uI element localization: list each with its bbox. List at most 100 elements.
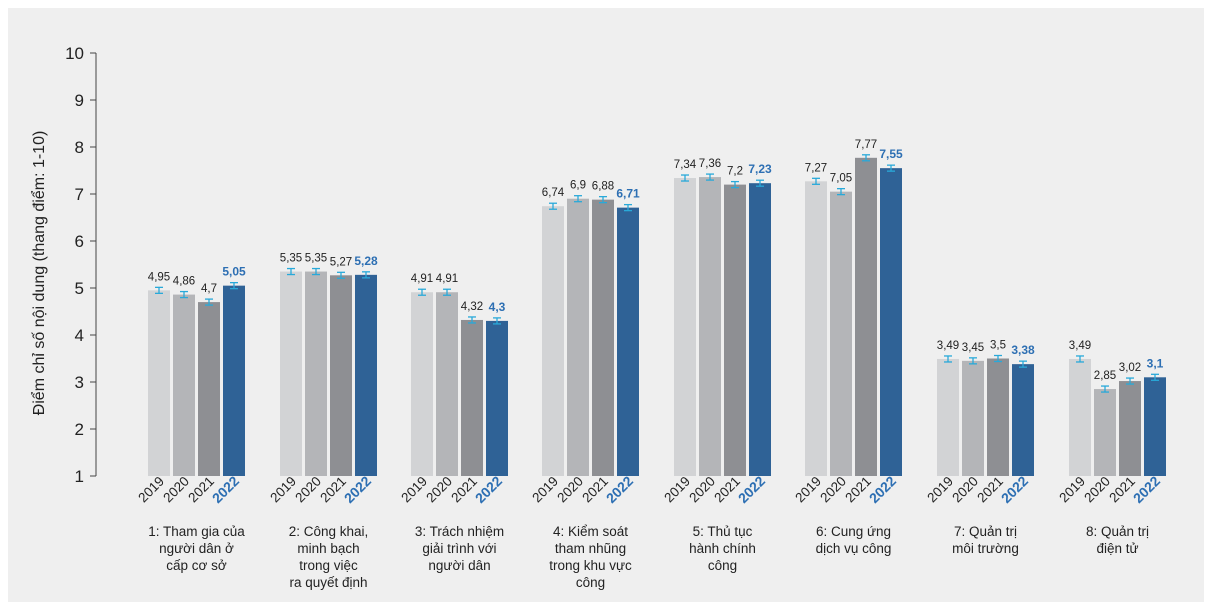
x-tick-label: 2020 <box>817 474 849 506</box>
y-tick-label: 9 <box>75 91 84 110</box>
x-tick-label: 2020 <box>160 474 192 506</box>
data-label: 5,05 <box>222 265 246 279</box>
data-label: 7,36 <box>699 158 721 170</box>
category-label: công <box>576 575 605 590</box>
y-axis-label: Điểm chỉ số nội dung (thang điểm: 1-10) <box>30 131 48 416</box>
x-tick-label: 2021 <box>185 474 217 506</box>
x-tick-label: 2022 <box>209 473 242 506</box>
y-tick-label: 4 <box>75 326 84 345</box>
x-tick-label: 2021 <box>711 474 743 506</box>
error-bar <box>287 267 295 276</box>
bar <box>173 294 195 476</box>
error-bar <box>624 203 632 212</box>
category-label: cấp cơ sở <box>166 558 227 573</box>
y-tick-label: 3 <box>75 373 84 392</box>
error-bar <box>706 173 714 181</box>
category-label: tham nhũng <box>555 541 626 556</box>
y-tick-label: 1 <box>75 467 84 486</box>
y-tick-label: 5 <box>75 279 84 298</box>
data-label: 4,91 <box>411 273 433 285</box>
data-label: 7,27 <box>805 162 827 174</box>
bar <box>542 206 564 476</box>
bar <box>987 358 1009 476</box>
bar <box>962 360 984 476</box>
bar-groups: 4,95 2019 4,86 2020 4,7 2021 5,05 2022 1: Tham g… <box>135 139 1166 590</box>
x-tick-label: 2019 <box>792 474 824 506</box>
data-label: 7,23 <box>748 162 772 176</box>
error-bar <box>180 290 188 299</box>
x-tick-label: 2020 <box>949 474 981 506</box>
category-label: 5: Thủ tục <box>693 524 753 539</box>
data-label: 4,86 <box>173 276 195 288</box>
data-label: 7,55 <box>879 147 903 161</box>
y-tick-label: 8 <box>75 138 84 157</box>
x-tick-label: 2020 <box>686 474 718 506</box>
bar <box>617 207 639 476</box>
x-tick-label: 2019 <box>135 474 167 506</box>
error-bar <box>944 355 952 363</box>
data-label: 3,5 <box>990 340 1006 352</box>
category-label: minh bạch <box>297 541 359 556</box>
bar <box>486 320 508 476</box>
data-label: 3,45 <box>962 342 984 354</box>
bar <box>461 319 483 476</box>
bar <box>330 275 352 476</box>
category-label: dịch vụ công <box>816 541 892 556</box>
x-tick-label: 2020 <box>1081 474 1113 506</box>
x-tick-label: 2019 <box>398 474 430 506</box>
bar <box>305 271 327 476</box>
data-label: 3,38 <box>1011 343 1035 357</box>
bar <box>592 199 614 476</box>
error-bar <box>493 317 501 325</box>
category-group: 5,35 2019 5,35 2020 5,27 2021 5,28 2022 2: Công … <box>267 253 378 590</box>
bar <box>1069 358 1091 476</box>
x-tick-label: 2022 <box>735 473 768 506</box>
x-tick-label: 2020 <box>554 474 586 506</box>
category-label: môi trường <box>952 541 1019 556</box>
category-label: 7: Quản trị <box>954 524 1017 539</box>
error-bar <box>1019 360 1027 368</box>
x-tick-label: 2020 <box>423 474 455 506</box>
y-axis: 1 2 3 4 5 6 7 8 9 10 <box>65 44 97 486</box>
category-group: 4,95 2019 4,86 2020 4,7 2021 5,05 2022 1: Tham g… <box>135 265 246 573</box>
x-tick-label: 2019 <box>1056 474 1088 506</box>
y-tick-label: 6 <box>75 232 84 251</box>
bar <box>749 183 771 476</box>
data-label: 7,2 <box>727 166 743 178</box>
error-bar <box>205 298 213 306</box>
y-tick-label: 10 <box>65 44 84 63</box>
error-bar <box>312 267 320 276</box>
data-label: 5,35 <box>280 253 302 265</box>
error-bar <box>837 187 845 196</box>
error-bar <box>599 195 607 204</box>
bar <box>198 302 220 476</box>
error-bar <box>468 316 476 324</box>
bar <box>724 184 746 476</box>
error-bar <box>969 357 977 365</box>
category-label: trong khu vực <box>549 558 632 573</box>
data-label: 6,74 <box>542 187 565 199</box>
error-bar <box>756 179 764 187</box>
x-tick-label: 2021 <box>1106 474 1138 506</box>
bar-chart: Điểm chỉ số nội dung (thang điểm: 1-10) … <box>30 44 1166 590</box>
error-bar <box>862 154 870 162</box>
category-label: 4: Kiểm soát <box>553 524 628 539</box>
x-tick-label: 2021 <box>842 474 874 506</box>
category-group: 7,27 2019 7,05 2020 7,77 2021 7,55 2022 6: Cung … <box>792 139 903 556</box>
category-label: trong việc <box>299 558 358 573</box>
category-group: 7,34 2019 7,36 2020 7,2 2021 7,23 2022 5: Thủ tụ… <box>661 158 772 573</box>
data-label: 7,05 <box>830 173 852 185</box>
data-label: 6,9 <box>570 180 586 192</box>
category-label: công <box>708 558 737 573</box>
bar <box>148 290 170 476</box>
bar <box>699 177 721 476</box>
bar <box>223 285 245 476</box>
category-group: 3,49 2019 2,85 2020 3,02 2021 3,1 2022 8: Quản t… <box>1056 340 1166 556</box>
x-tick-label: 2019 <box>267 474 299 506</box>
error-bar <box>362 271 370 279</box>
x-tick-label: 2022 <box>998 473 1031 506</box>
error-bar <box>230 281 238 290</box>
y-tick-label: 7 <box>75 185 84 204</box>
error-bar <box>443 288 451 296</box>
error-bar <box>155 286 163 295</box>
